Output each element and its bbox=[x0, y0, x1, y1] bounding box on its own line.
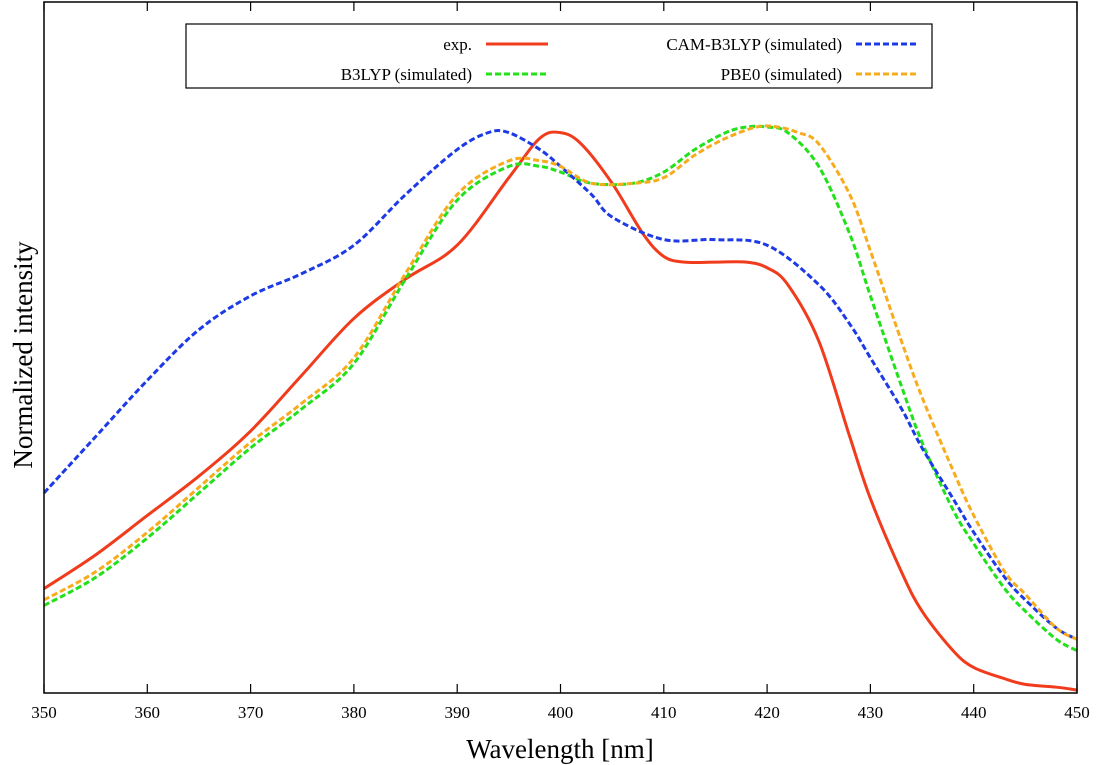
x-axis-ticks: 350 360 370 380 390 400 410 420 430 440 450 bbox=[31, 2, 1090, 722]
y-axis-title: Normalized intensity bbox=[8, 241, 38, 469]
legend-box bbox=[185, 23, 933, 89]
x-tick-label-3: 380 bbox=[341, 703, 367, 722]
legend-label-2: CAM-B3LYP (simulated) bbox=[666, 35, 842, 54]
x-tick-label-6: 410 bbox=[651, 703, 677, 722]
series-line-2 bbox=[44, 129, 1077, 641]
x-tick-label-7: 420 bbox=[754, 703, 780, 722]
x-tick-label-8: 430 bbox=[858, 703, 884, 722]
series-layer bbox=[44, 124, 1077, 692]
x-tick-label-10: 450 bbox=[1064, 703, 1090, 722]
legend-label-1: B3LYP (simulated) bbox=[341, 65, 472, 84]
legend-label-0: exp. bbox=[443, 35, 472, 54]
legend-label-3: PBE0 (simulated) bbox=[721, 65, 842, 84]
plot-frame bbox=[43, 1, 1078, 694]
x-tick-label-9: 440 bbox=[961, 703, 987, 722]
series-line-1 bbox=[44, 124, 1077, 652]
series-line-3 bbox=[44, 124, 1077, 641]
x-tick-label-4: 390 bbox=[444, 703, 470, 722]
x-tick-label-1: 360 bbox=[135, 703, 161, 722]
x-tick-label-2: 370 bbox=[238, 703, 264, 722]
series-line-0 bbox=[44, 130, 1077, 692]
legend: exp. CAM-B3LYP (simulated) B3LYP (simulate… bbox=[185, 23, 933, 89]
x-tick-label-5: 400 bbox=[548, 703, 574, 722]
x-axis-title: Wavelength [nm] bbox=[466, 734, 654, 764]
x-tick-label-0: 350 bbox=[31, 703, 57, 722]
